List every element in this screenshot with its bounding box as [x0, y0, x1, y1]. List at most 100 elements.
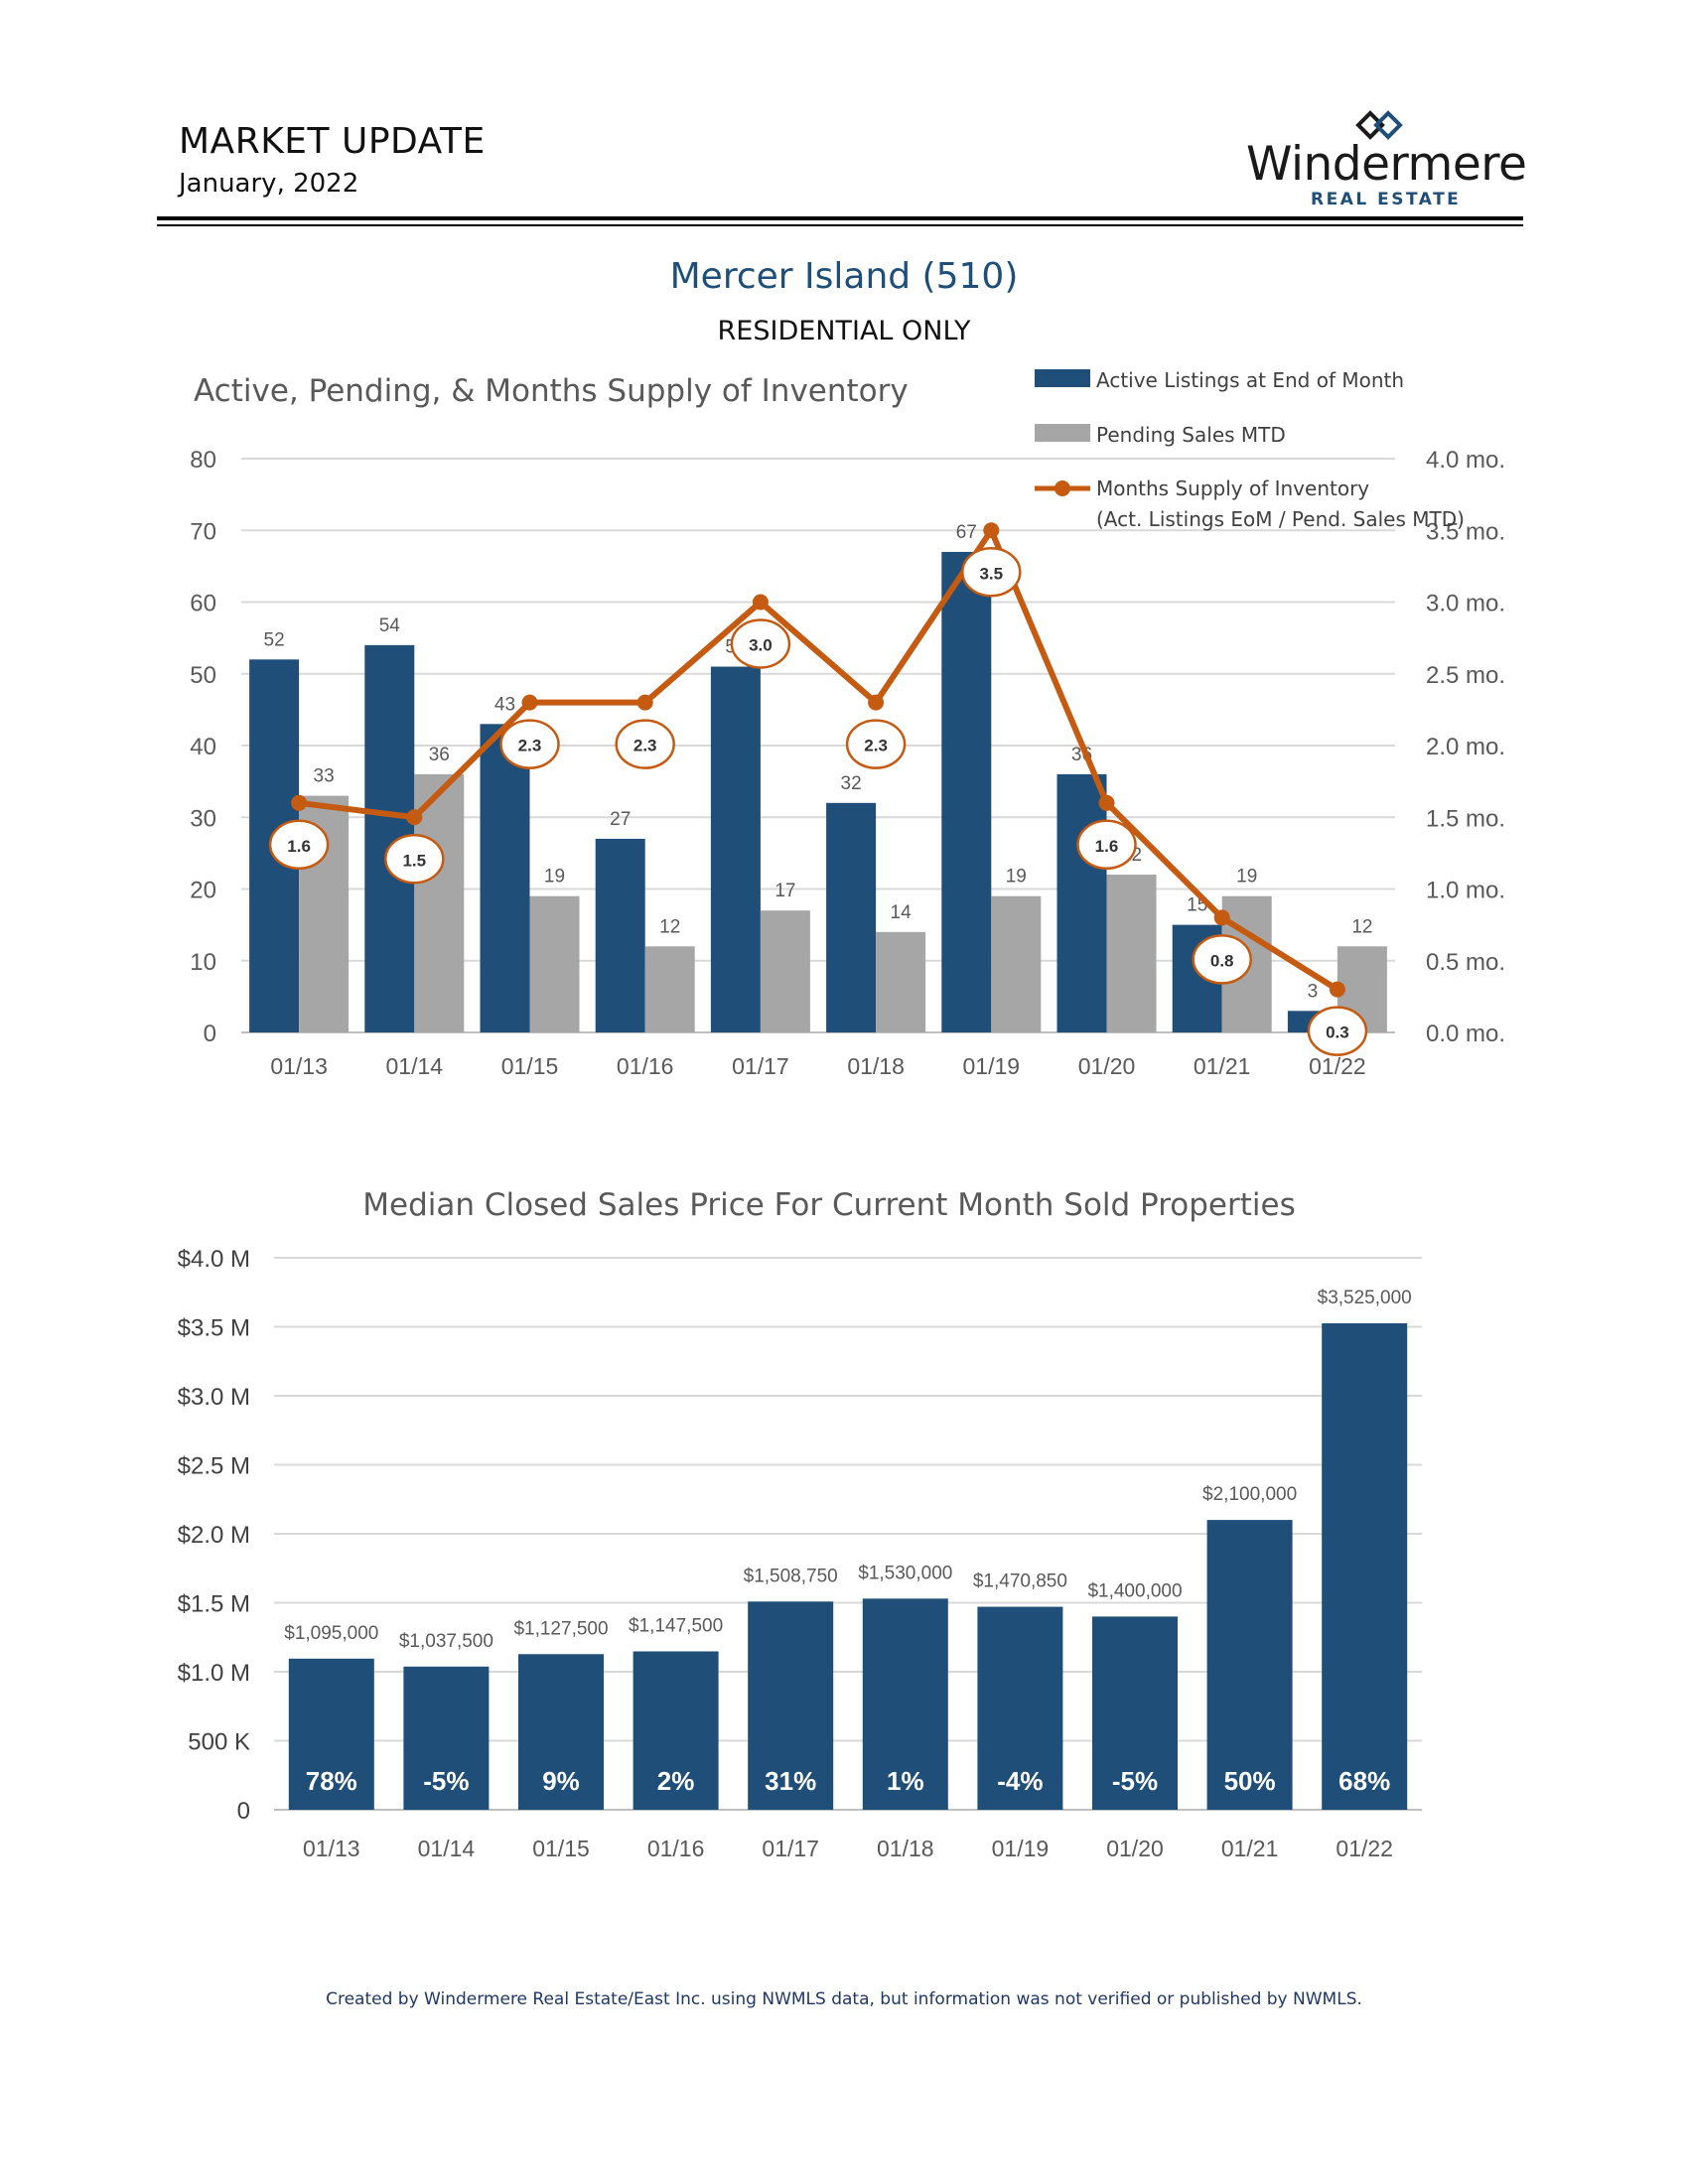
y-tick-right: 0.0 mo. — [1426, 1021, 1505, 1047]
bar-label-price: $1,037,500 — [399, 1631, 493, 1652]
label-bubble-months-supply — [268, 819, 330, 871]
x-tick: 01/22 — [1336, 1836, 1393, 1861]
inventory-chart-title: Active, Pending, & Months Supply of Inve… — [194, 373, 909, 409]
legend-swatch-active — [1035, 369, 1090, 387]
region-subtitle: RESIDENTIAL ONLY — [717, 316, 971, 346]
bar-active-listings — [826, 802, 877, 1032]
header-divider — [157, 216, 1523, 220]
bar-median-price — [288, 1658, 374, 1810]
y-tick-right: 3.0 mo. — [1426, 591, 1505, 617]
bar-label-price: $1,095,000 — [284, 1623, 378, 1644]
bar-label-change: 31% — [765, 1766, 816, 1796]
report-title: MARKET UPDATE — [179, 121, 486, 162]
y-tick: $4.0 M — [178, 1246, 250, 1273]
x-tick: 01/17 — [762, 1836, 819, 1861]
label-months-supply: 3.5 — [979, 564, 1003, 583]
x-tick: 01/21 — [1194, 1053, 1251, 1079]
bar-label-change: 2% — [657, 1766, 695, 1796]
y-tick-left: 50 — [190, 662, 216, 689]
bar-label-change: 1% — [887, 1766, 924, 1796]
bar-median-price — [977, 1606, 1063, 1810]
bar-label-price: $1,470,850 — [973, 1571, 1067, 1592]
bar-median-price — [633, 1651, 719, 1810]
label-bubble-months-supply — [384, 834, 445, 885]
label-bubble-months-supply — [961, 547, 1022, 598]
x-tick: 01/18 — [877, 1836, 934, 1861]
legend-label-months-supply-note: (Act. Listings EoM / Pend. Sales MTD) — [1096, 507, 1465, 531]
label-bubble-months-supply — [499, 719, 560, 769]
bar-active-listings — [595, 838, 645, 1032]
label-months-supply: 0.3 — [1326, 1024, 1349, 1042]
bar-label-pending: 33 — [314, 766, 335, 787]
x-tick: 01/18 — [847, 1053, 905, 1079]
bar-pending-sales — [1106, 875, 1157, 1032]
bar-pending-sales — [529, 895, 580, 1032]
legend-label-active: Active Listings at End of Month — [1096, 368, 1404, 392]
y-tick: $2.5 M — [178, 1453, 250, 1480]
line-months-supply — [298, 527, 1339, 993]
bar-median-price — [862, 1598, 948, 1810]
y-tick-left: 70 — [190, 518, 216, 545]
brand-name: Windermere — [1246, 137, 1527, 192]
x-tick: 01/15 — [501, 1053, 559, 1079]
bar-label-active: 3 — [1308, 981, 1319, 1002]
y-tick-left: 30 — [190, 805, 216, 832]
x-tick: 01/13 — [303, 1836, 360, 1861]
bar-active-listings — [941, 551, 992, 1032]
price-chart-title: Median Closed Sales Price For Current Mo… — [362, 1187, 1296, 1223]
bar-label-price: $1,147,500 — [629, 1615, 723, 1636]
windermere-logo-icon — [1355, 110, 1403, 140]
inventory-chart: 0 10 20 30 40 50 60 70 80 0.0 mo. 0.5 mo. 1.0 mo. 1.… — [190, 368, 1505, 1079]
bar-label-active: 54 — [379, 615, 401, 636]
y-tick-left: 40 — [190, 734, 216, 760]
header-divider-thin — [157, 224, 1523, 226]
bar-median-price — [1092, 1616, 1178, 1810]
bar-label-change: -5% — [423, 1766, 469, 1796]
x-tick: 01/22 — [1309, 1053, 1366, 1079]
y-tick: $3.5 M — [178, 1315, 250, 1342]
x-tick: 01/15 — [532, 1836, 590, 1861]
bar-active-listings — [1056, 773, 1107, 1032]
region-title: Mercer Island (510) — [669, 256, 1019, 297]
bar-label-pending: 19 — [1006, 867, 1027, 887]
point-months-supply — [521, 694, 538, 711]
report-date: January, 2022 — [179, 169, 359, 199]
x-tick: 01/21 — [1221, 1836, 1279, 1861]
bar-label-price: $1,400,000 — [1087, 1580, 1182, 1601]
bar-label-change: -4% — [997, 1766, 1043, 1796]
y-tick-left: 60 — [190, 591, 216, 617]
chart-legend: Active Listings at End of Month Pending S… — [1035, 368, 1465, 531]
bar-label-price: $3,525,000 — [1318, 1288, 1412, 1308]
label-months-supply: 0.8 — [1210, 951, 1234, 970]
price-chart: 0 500 K $1.0 M $1.5 M $2.0 M $2.5 M $3.0 M $3.5… — [178, 1246, 1422, 1861]
bar-label-price: $1,508,750 — [744, 1566, 838, 1586]
bar-label-pending: 17 — [774, 881, 795, 901]
legend-label-months-supply: Months Supply of Inventory — [1096, 477, 1369, 500]
label-bubble-months-supply — [1192, 934, 1252, 985]
label-months-supply: 2.3 — [518, 737, 542, 755]
bar-label-pending: 19 — [1236, 867, 1257, 887]
bar-label-active: 43 — [494, 694, 515, 715]
bar-label-active: 67 — [956, 522, 977, 543]
label-bubble-months-supply — [1307, 1006, 1368, 1056]
bar-label-pending: 14 — [891, 902, 913, 923]
bar-label-active: 52 — [264, 629, 285, 650]
label-bubble-months-supply — [730, 618, 791, 669]
bar-label-pending: 36 — [429, 745, 450, 765]
x-tick: 01/16 — [647, 1836, 705, 1861]
label-months-supply: 2.3 — [864, 737, 888, 755]
bar-label-change: 78% — [306, 1766, 357, 1796]
point-months-supply — [868, 694, 885, 711]
bar-label-active: 32 — [841, 773, 862, 794]
label-bubble-months-supply — [615, 719, 675, 769]
y-tick: $3.0 M — [178, 1384, 250, 1411]
label-bubble-months-supply — [1076, 819, 1137, 871]
bar-median-price — [748, 1601, 834, 1810]
legend-label-pending: Pending Sales MTD — [1096, 423, 1286, 447]
bar-median-price — [403, 1666, 490, 1810]
y-tick: 0 — [237, 1798, 250, 1825]
bar-label-pending: 19 — [544, 867, 565, 887]
bar-median-price — [518, 1654, 604, 1810]
y-tick-right: 2.0 mo. — [1426, 734, 1505, 760]
x-tick: 01/14 — [386, 1053, 444, 1079]
